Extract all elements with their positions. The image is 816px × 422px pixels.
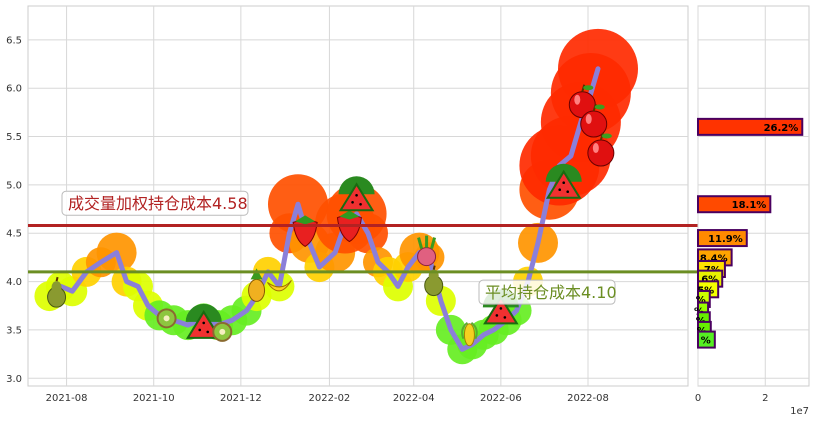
watermelon-icon [338, 176, 375, 212]
x-tick-label: 2022-08 [567, 393, 609, 404]
distribution-bar-label: 18.1% [732, 200, 767, 211]
distribution-bar-label: 6% [701, 275, 718, 286]
x-tick-label: 2022-06 [480, 393, 522, 404]
side-x-tick-label: 0 [695, 393, 701, 404]
apple-icon [587, 132, 615, 167]
x-tick-label: 2021-12 [220, 393, 262, 404]
distribution-bar [697, 117, 804, 136]
fruit-markers [47, 84, 615, 347]
watermelon-icon [185, 303, 222, 339]
distribution-bar-label: % [696, 295, 706, 306]
y-tick-label: 3.5 [6, 325, 22, 336]
x-tick-label: 2021-08 [46, 393, 88, 404]
apple-icon [580, 103, 608, 138]
strawberry-icon [336, 210, 362, 243]
side-x-tick-label: 2 [762, 393, 768, 404]
pineapple-icon [248, 268, 266, 302]
x-tick-label: 2021-10 [133, 393, 175, 404]
distribution-bar [697, 330, 716, 349]
y-tick-label: 4.0 [6, 277, 22, 288]
distribution-bar-label: % [701, 336, 711, 347]
x-tick-label: 2022-02 [309, 393, 351, 404]
annotation-box [478, 279, 616, 305]
watermelon-icon [545, 163, 582, 199]
y-tick-label: 6.0 [6, 84, 22, 95]
kiwi-icon [212, 321, 233, 342]
radish-icon [417, 235, 437, 267]
y-tick-label: 5.5 [6, 132, 22, 143]
corn-icon [461, 321, 478, 347]
distribution-bar [697, 229, 748, 248]
x-tick-label: 2022-04 [393, 393, 435, 404]
apple-icon [568, 84, 596, 119]
distribution-bar [697, 195, 772, 214]
y-tick-label: 5.0 [6, 180, 22, 191]
y-tick-label: 3.0 [6, 374, 22, 385]
kiwi-icon [156, 308, 177, 329]
y-tick-label: 6.5 [6, 35, 22, 46]
side-x-exponent: 1e7 [790, 406, 809, 417]
cost-annotation: 平均持仓成本4.10 [485, 283, 617, 302]
banana-icon [267, 280, 292, 292]
distribution-bar-label: 26.2% [764, 123, 799, 134]
distribution-bar-label: 11.9% [708, 234, 743, 245]
annotation-box [61, 190, 249, 216]
y-tick-label: 4.5 [6, 229, 22, 240]
pear-icon [47, 276, 67, 308]
cost-annotation: 成交量加权持仓成本4.58 [68, 194, 248, 213]
distribution-bar-label: 8.4% [700, 253, 728, 264]
